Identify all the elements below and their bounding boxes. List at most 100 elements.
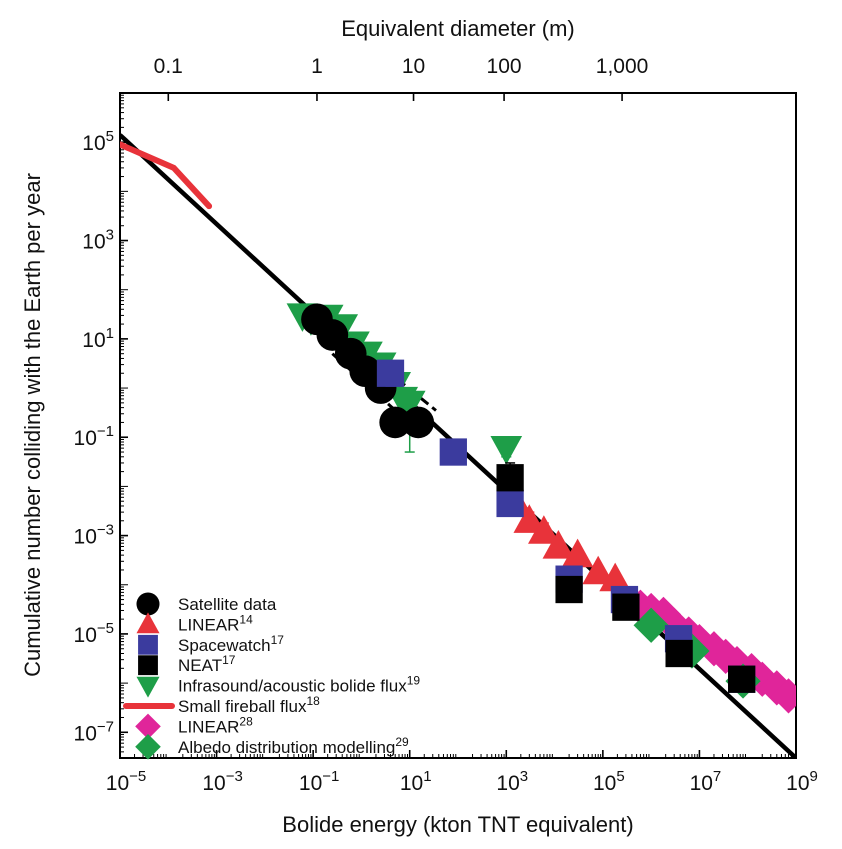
legend-item: Albedo distribution modelling29 — [135, 734, 409, 760]
x-tick-label-exponent: 5 — [616, 768, 624, 785]
data-point — [599, 562, 632, 592]
legend-label-name: Infrasound/acoustic bolide flux — [178, 677, 407, 696]
legend-label-name: LINEAR — [178, 717, 239, 736]
data-point — [728, 665, 756, 693]
x-axis-title: Bolide energy (kton TNT equivalent) — [282, 812, 633, 837]
y-tick-label-exponent: −3 — [97, 522, 114, 539]
y-tick-label: 10−1 — [74, 423, 114, 450]
x-tick-label: 10−3 — [202, 768, 242, 795]
legend-label-ref: 29 — [395, 735, 409, 749]
legend-label-name: Satellite data — [178, 595, 277, 614]
data-point — [496, 464, 524, 492]
top-axis-title: Equivalent diameter (m) — [341, 16, 575, 41]
top-tick-label: 10 — [402, 55, 425, 78]
x-tick-label-exponent: 3 — [520, 768, 528, 785]
legend-marker — [135, 713, 161, 740]
y-tick-label-base: 10 — [82, 132, 105, 155]
legend-label-ref: 18 — [307, 694, 321, 708]
y-tick-label-base: 10 — [74, 624, 97, 647]
top-tick-label: 100 — [487, 55, 522, 78]
legend-label-ref: 28 — [239, 714, 253, 728]
data-point — [402, 406, 435, 439]
x-tick-label-exponent: 7 — [713, 768, 721, 785]
legend-marker — [138, 634, 158, 655]
y-tick-label: 103 — [82, 227, 114, 254]
x-tick-label: 107 — [690, 768, 722, 795]
legend-label-name: Albedo distribution modelling — [178, 738, 395, 757]
legend-marker — [136, 592, 160, 616]
y-tick-label-exponent: 5 — [106, 128, 114, 145]
data-point — [376, 359, 405, 387]
legend-label-name: Small fireball flux — [178, 697, 307, 716]
data-point — [555, 575, 583, 604]
y-tick-label-exponent: −5 — [97, 620, 114, 637]
x-tick-label: 105 — [593, 768, 625, 795]
x-tick-label-base: 10 — [690, 772, 713, 795]
data-point — [439, 438, 467, 466]
y-tick-label: 101 — [82, 325, 114, 352]
legend-label: LINEAR28 — [178, 714, 253, 736]
series-layer — [120, 141, 796, 714]
x-tick-label: 101 — [400, 768, 432, 795]
legend-label: Satellite data — [178, 595, 277, 614]
y-tick-label: 10−7 — [74, 718, 114, 745]
data-point — [770, 678, 796, 714]
x-tick-label-exponent: 1 — [423, 768, 431, 785]
legend-label-ref: 17 — [271, 633, 285, 647]
y-tick-label-exponent: −7 — [97, 718, 114, 735]
top-tick-label: 0.1 — [154, 55, 183, 78]
series-neat-17 — [496, 462, 756, 693]
data-point — [582, 555, 615, 585]
data-point — [561, 538, 594, 568]
y-tick-label-exponent: 3 — [106, 227, 114, 244]
data-point — [696, 631, 732, 667]
legend-item: Infrasound/acoustic bolide flux19 — [136, 674, 420, 698]
top-tick-label: 1 — [311, 55, 323, 78]
legend-label: Infrasound/acoustic bolide flux19 — [178, 674, 420, 696]
data-point — [379, 406, 412, 439]
y-tick-label-base: 10 — [74, 722, 97, 745]
legend-label-ref: 19 — [407, 674, 421, 688]
x-tick-label-exponent: −1 — [322, 768, 339, 785]
x-tick-label-exponent: −5 — [129, 768, 146, 785]
series-satellite-data — [301, 303, 435, 439]
x-tick-label-base: 10 — [106, 772, 129, 795]
legend-label-ref: 17 — [222, 653, 236, 667]
data-point — [542, 529, 575, 559]
y-tick-label: 10−5 — [74, 620, 114, 647]
x-tick-label-base: 10 — [202, 772, 225, 795]
series-small-fireball-flux-18 — [120, 141, 213, 210]
legend-item: Small fireball flux18 — [123, 694, 321, 716]
data-point — [393, 390, 426, 420]
data-point — [528, 515, 560, 544]
legend-item: Spacewatch17 — [138, 633, 284, 655]
y-tick-label-exponent: 1 — [106, 325, 114, 342]
x-tick-label: 10−1 — [299, 768, 339, 795]
legend: Satellite dataLINEAR14Spacewatch17NEAT17… — [123, 592, 420, 760]
plot-frame — [119, 92, 797, 759]
legend-label: Spacewatch17 — [178, 633, 284, 655]
y-tick-label-base: 10 — [74, 526, 97, 549]
y-tick-label: 105 — [82, 128, 114, 155]
y-tick-label-exponent: −1 — [97, 423, 114, 440]
x-tick-label-base: 10 — [400, 772, 423, 795]
legend-marker — [135, 734, 161, 760]
y-tick-label-base: 10 — [82, 329, 105, 352]
data-point — [496, 489, 524, 518]
y-tick-label: 10−3 — [74, 522, 114, 549]
legend-label-name: NEAT — [178, 656, 222, 675]
y-tick-label-base: 10 — [74, 427, 97, 450]
legend-label: NEAT17 — [178, 653, 236, 675]
legend-item: Satellite data — [136, 592, 277, 616]
legend-label-ref: 14 — [239, 612, 253, 626]
data-point — [759, 670, 795, 706]
legend-marker — [136, 676, 160, 698]
legend-item: NEAT17 — [138, 653, 236, 675]
fireball-flux-line — [120, 141, 213, 210]
y-tick-label-base: 10 — [82, 231, 105, 254]
legend-label: LINEAR14 — [178, 612, 253, 634]
data-point — [665, 639, 693, 668]
x-tick-label-exponent: 9 — [810, 768, 818, 785]
legend-item: LINEAR28 — [135, 713, 253, 740]
